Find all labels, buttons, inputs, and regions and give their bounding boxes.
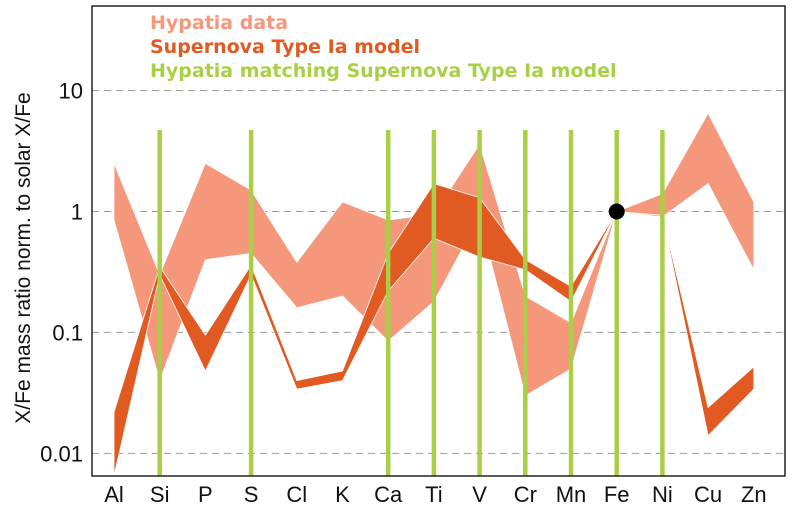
x-tick-label-v: V <box>472 482 487 506</box>
x-tick-label-s: S <box>244 482 259 506</box>
x-tick-label-cl: Cl <box>286 482 307 506</box>
x-tick-labels: Al Si P S Cl K Ca Ti V Cr Mn Fe Ni Cu Zn <box>104 482 766 506</box>
model-band <box>113 183 755 477</box>
matching-element-lines <box>157 130 665 476</box>
legend-entry-model: Supernova Type Ia model <box>150 36 420 58</box>
y-tick-label: 1 <box>71 199 83 224</box>
y-tick-label: 0.1 <box>52 320 83 345</box>
x-tick-label-fe: Fe <box>604 482 630 506</box>
x-tick-label-si: Si <box>150 482 170 506</box>
plot-frame <box>91 5 786 477</box>
legend-entry-matching: Hypatia matching Supernova Type Ia model <box>150 60 617 82</box>
x-tick-label-mn: Mn <box>556 482 587 506</box>
x-tick-label-ni: Ni <box>652 482 673 506</box>
x-tick-label-k: K <box>335 482 350 506</box>
x-tick-label-al: Al <box>104 482 124 506</box>
x-tick-label-ti: Ti <box>425 482 443 506</box>
reference-marker <box>608 203 625 220</box>
x-tick-label-p: P <box>198 482 213 506</box>
y-tick-label: 0.01 <box>40 441 83 466</box>
x-tick-label-cu: Cu <box>694 482 722 506</box>
x-tick-label-ca: Ca <box>374 482 403 506</box>
x-tick-label-zn: Zn <box>741 482 767 506</box>
marker-layer <box>608 203 625 220</box>
x-tick-label-cr: Cr <box>514 482 537 506</box>
y-axis-title: X/Fe mass ratio norm. to solar X/Fe <box>12 92 35 423</box>
legend-entry-hypatia: Hypatia data <box>150 12 288 34</box>
y-tick-label: 10 <box>59 79 83 104</box>
y-tick-labels: 10 1 0.1 0.01 <box>40 79 83 467</box>
